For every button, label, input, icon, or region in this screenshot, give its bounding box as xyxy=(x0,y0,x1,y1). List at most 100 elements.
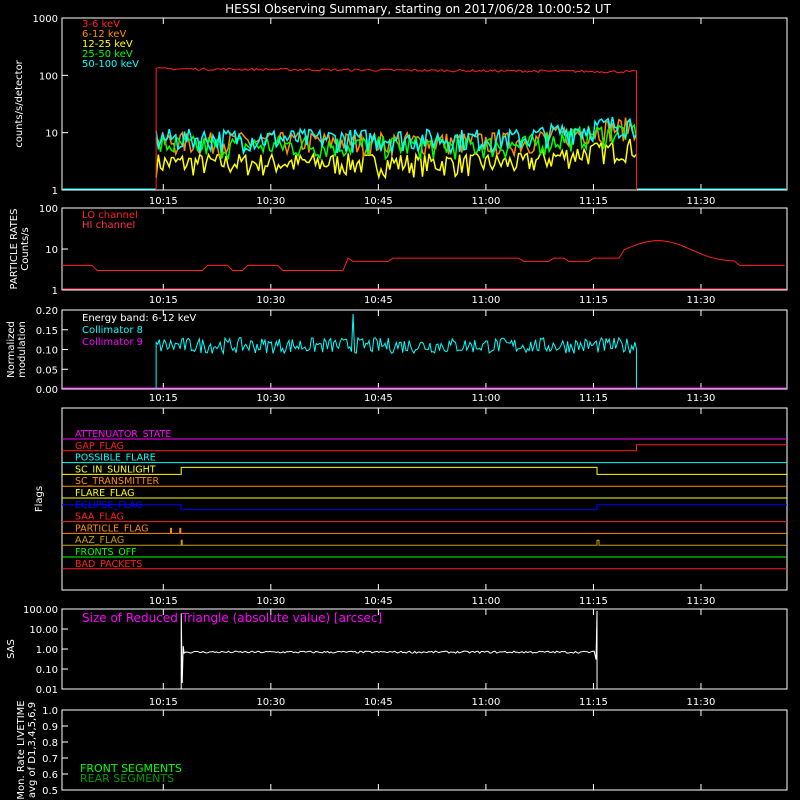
x-tick-label: 10:15 xyxy=(149,196,178,207)
y-tick-label: 0.00 xyxy=(36,385,58,396)
legend-entry: HI channel xyxy=(82,220,135,231)
y-tick-label: 0.10 xyxy=(36,665,58,676)
y-tick-label: 1000 xyxy=(33,14,58,25)
x-tick-label: 10:45 xyxy=(364,295,393,306)
sas-panel: 0.01 0.10 1.00 10.00 100.00 SAS 10:15 10:30 10:4… xyxy=(6,605,788,708)
x-tick-label: 11:00 xyxy=(471,295,500,306)
x-tick-label: 10:45 xyxy=(364,596,393,607)
y-axis-label: avg of D1,3,4,5,6,9 xyxy=(27,702,38,798)
x-tick-label: 11:30 xyxy=(687,393,716,404)
flag-label: SAA_FLAG xyxy=(75,512,124,523)
legend-entry: REAR SEGMENTS xyxy=(80,772,174,785)
y-axis-label: Counts/s xyxy=(20,227,31,271)
flag-label: ATTENUATOR_STATE xyxy=(75,429,171,440)
flags-panel-frame xyxy=(61,407,788,591)
y-tick-label: 1.00 xyxy=(36,645,58,656)
y-tick-label: 100 xyxy=(39,204,58,215)
series-sas xyxy=(180,610,598,689)
flag-label: AAZ_FLAG xyxy=(75,535,124,546)
x-tick-label: 11:00 xyxy=(471,596,500,607)
y-tick-label: 0.7 xyxy=(42,754,58,765)
x-tick-label: 11:30 xyxy=(687,596,716,607)
x-tick-label: 11:30 xyxy=(687,295,716,306)
legend-entry: Collimator 9 xyxy=(82,337,143,348)
y-tick-label: 0.05 xyxy=(36,365,58,376)
series-LO-channel xyxy=(62,240,785,271)
y-tick-label: 100 xyxy=(39,71,58,82)
livetime-panel-frame xyxy=(61,709,788,791)
series-Collimator-8 xyxy=(155,313,637,389)
sas-annotation: Size of Reduced Triangle (absolute value… xyxy=(82,611,382,625)
y-axis-label: modulation xyxy=(17,321,28,378)
flag-trace xyxy=(62,504,787,511)
flag-label: FLARE_FLAG xyxy=(75,488,135,499)
x-tick-label: 10:30 xyxy=(256,196,285,207)
y-tick-label: 1 xyxy=(52,186,58,197)
y-tick-label: 0.8 xyxy=(42,738,58,749)
y-axis-label: Normalized xyxy=(6,321,17,378)
series-3-6-keV xyxy=(155,67,637,190)
y-tick-label: 10 xyxy=(45,129,58,140)
count-rate-panel: 1 10 100 1000 counts/s/detector 10:15 10:30 10:… xyxy=(14,14,788,207)
particle-rate-panel-frame xyxy=(61,207,788,291)
x-tick-label: 11:00 xyxy=(471,697,500,708)
y-tick-label: 1.0 xyxy=(42,706,58,717)
x-tick-label: 10:45 xyxy=(364,196,393,207)
y-tick-label: 10 xyxy=(45,245,58,256)
particle-rate-panel: 1 10 100 PARTICLE RATES Counts/s 10:15 10:30 10… xyxy=(9,204,788,306)
flag-label: SC_IN_SUNLIGHT xyxy=(75,464,156,475)
y-tick-label: 0.6 xyxy=(42,770,58,781)
y-axis-label: SAS xyxy=(6,639,17,659)
legend-entry: 3-6 keV xyxy=(82,19,120,30)
legend-entry: FRONT SEGMENTS xyxy=(80,762,182,775)
x-tick-label: 11:30 xyxy=(687,697,716,708)
legend-entry: 50-100 keV xyxy=(82,59,139,70)
y-tick-label: 0.20 xyxy=(36,306,58,317)
panels: 1 10 100 1000 counts/s/detector 10:15 10:30 10:… xyxy=(6,14,788,800)
x-tick-label: 11:15 xyxy=(579,196,608,207)
x-tick-label: 10:45 xyxy=(364,697,393,708)
legend-entry: Collimator 8 xyxy=(82,325,143,336)
count-rate-panel-frame xyxy=(61,17,788,191)
flag-trace xyxy=(62,539,787,546)
y-tick-label: 10.00 xyxy=(29,625,58,636)
flag-label: FRONTS_OFF xyxy=(75,547,137,558)
y-tick-label: 0.9 xyxy=(42,722,58,733)
energy-band-label: Energy band: 6-12 keV xyxy=(82,313,196,324)
flag-label: BAD_PACKETS xyxy=(75,559,142,570)
x-tick-label: 11:00 xyxy=(471,393,500,404)
legend-entry: 12-25 keV xyxy=(82,39,133,50)
flags-panel: Flags 10:15 10:30 10:45 11:00 11:15 11:30 ATTEN… xyxy=(34,407,788,607)
x-tick-label: 10:30 xyxy=(256,393,285,404)
x-tick-label: 10:45 xyxy=(364,393,393,404)
y-tick-label: 0.10 xyxy=(36,346,58,357)
flag-trace xyxy=(62,466,787,475)
flag-trace xyxy=(62,444,787,452)
series-50-100-keV xyxy=(155,116,637,156)
x-tick-label: 11:30 xyxy=(687,196,716,207)
plot-title: HESSI Observing Summary, starting on 201… xyxy=(225,2,611,16)
y-tick-label: 100.00 xyxy=(23,605,58,616)
y-axis-label: counts/s/detector xyxy=(14,59,25,147)
legend-entry: 6-12 keV xyxy=(82,29,126,40)
x-tick-label: 10:15 xyxy=(149,295,178,306)
x-tick-label: 10:15 xyxy=(149,596,178,607)
y-tick-label: 0.5 xyxy=(42,786,58,797)
x-tick-label: 11:00 xyxy=(471,196,500,207)
x-tick-label: 11:15 xyxy=(579,295,608,306)
modulation-panel: 0.00 0.05 0.10 0.15 0.20 Normalized modulation… xyxy=(6,306,788,404)
flag-label: POSSIBLE_FLARE xyxy=(75,453,156,464)
x-tick-label: 11:15 xyxy=(579,393,608,404)
x-tick-label: 10:30 xyxy=(256,697,285,708)
x-tick-label: 10:30 xyxy=(256,295,285,306)
legend-entry: LO channel xyxy=(82,210,138,221)
legend-entry: 25-50 keV xyxy=(82,49,133,60)
x-tick-label: 10:30 xyxy=(256,596,285,607)
x-tick-label: 10:15 xyxy=(149,697,178,708)
y-tick-label: 0.01 xyxy=(36,685,58,696)
flag-label: GAP_FLAG xyxy=(75,441,124,452)
x-tick-label: 11:15 xyxy=(579,596,608,607)
flag-label: PARTICLE_FLAG xyxy=(75,523,148,534)
series-12-25-keV xyxy=(155,138,638,181)
